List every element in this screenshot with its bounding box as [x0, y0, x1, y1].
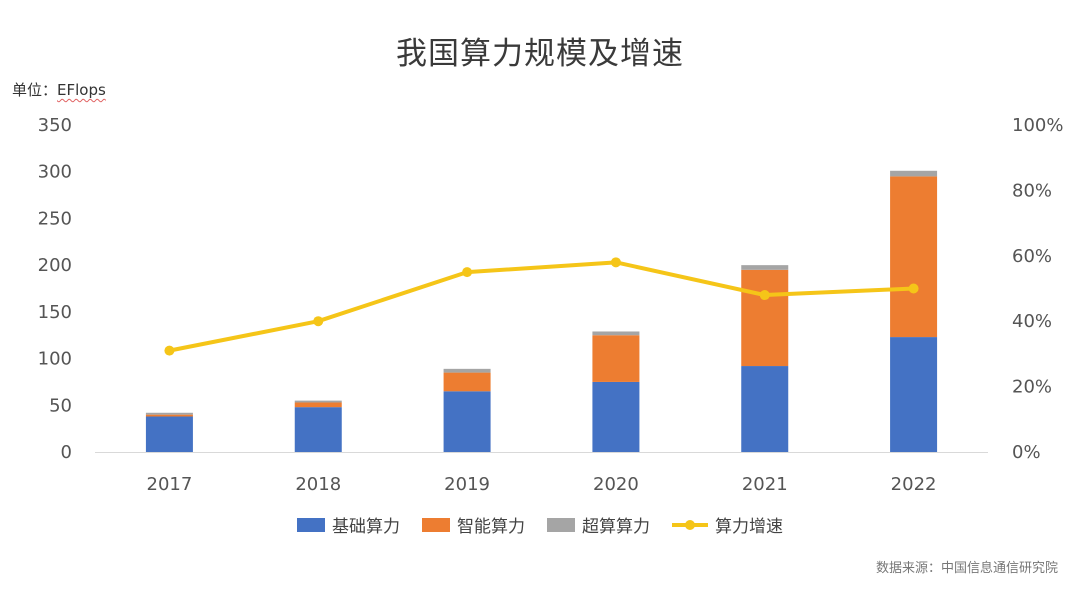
x-tick-label: 2022 — [891, 474, 937, 495]
growth-point — [759, 290, 770, 301]
legend-label-intelligent: 智能算力 — [457, 517, 525, 537]
right-axis: 0% 20% 40% 60% 80% 100% — [1012, 115, 1063, 463]
bar-segment — [145, 412, 193, 415]
legend-label-supercomputing: 超算算力 — [582, 517, 650, 537]
x-tick-label: 2020 — [593, 474, 639, 495]
growth-line-path — [169, 260, 914, 353]
y-tick-label: 350 — [38, 115, 72, 136]
x-tick-label: 2018 — [295, 474, 341, 495]
bar-segment — [592, 335, 640, 382]
y2-tick-label: 20% — [1012, 377, 1052, 398]
legend-item-intelligent: 智能算力 — [422, 512, 525, 537]
bar-segment — [145, 416, 193, 452]
legend: 基础算力 智能算力 超算算力 算力增速 — [0, 512, 1080, 537]
growth-point — [610, 257, 621, 268]
bar-segment — [741, 265, 789, 270]
y-tick-label: 0 — [61, 442, 72, 463]
bar-segment — [890, 176, 938, 338]
y-tick-label: 50 — [49, 395, 72, 416]
legend-swatch-intelligent — [422, 517, 450, 532]
bar-segment — [145, 414, 193, 417]
y2-tick-label: 40% — [1012, 311, 1052, 332]
growth-point — [313, 316, 324, 327]
legend-item-supercomputing: 超算算力 — [547, 512, 650, 537]
source-note: 数据来源：中国信息通信研究院 — [875, 561, 1058, 576]
unit-label: 单位：EFlops — [12, 79, 106, 100]
bar-segment — [890, 337, 938, 452]
bars — [145, 170, 938, 452]
legend-swatch-growth — [672, 518, 708, 532]
y-tick-label: 200 — [38, 255, 72, 276]
legend-swatch-supercomputing — [547, 517, 575, 532]
x-tick-label: 2021 — [742, 474, 788, 495]
bar-segment — [890, 170, 938, 177]
legend-swatch-basic — [297, 517, 325, 532]
y2-tick-label: 100% — [1012, 115, 1063, 136]
y-tick-label: 300 — [38, 162, 72, 183]
y2-tick-label: 0% — [1012, 442, 1041, 463]
bar-segment — [294, 402, 342, 408]
bar-segment — [294, 400, 342, 403]
left-axis: 0 50 100 150 200 250 300 350 — [38, 115, 72, 463]
y2-tick-label: 80% — [1012, 180, 1052, 201]
unit-label-prefix: 单位： — [12, 81, 58, 99]
growth-point — [164, 345, 175, 356]
chart-title: 我国算力规模及增速 — [396, 36, 684, 72]
x-tick-label: 2017 — [147, 474, 193, 495]
bar-segment — [443, 391, 491, 452]
legend-item-growth: 算力增速 — [672, 512, 783, 537]
bar-segment — [741, 366, 789, 452]
bar-segment — [443, 372, 491, 392]
y2-tick-label: 60% — [1012, 246, 1052, 267]
growth-line — [164, 257, 919, 356]
y-tick-label: 250 — [38, 208, 72, 229]
bar-segment — [592, 381, 640, 452]
growth-point — [462, 267, 473, 278]
growth-point — [908, 283, 919, 294]
unit-label-value: EFlops — [57, 81, 106, 99]
legend-item-basic: 基础算力 — [297, 512, 400, 537]
bar-segment — [294, 407, 342, 452]
x-axis: 2017 2018 2019 2020 2021 2022 — [147, 474, 937, 495]
y-tick-label: 100 — [38, 349, 72, 370]
y-tick-label: 150 — [38, 302, 72, 323]
legend-label-basic: 基础算力 — [332, 517, 400, 537]
bar-segment — [592, 331, 640, 336]
bar-segment — [741, 269, 789, 367]
bar-segment — [443, 368, 491, 373]
x-tick-label: 2019 — [444, 474, 490, 495]
legend-label-growth: 算力增速 — [715, 517, 783, 537]
